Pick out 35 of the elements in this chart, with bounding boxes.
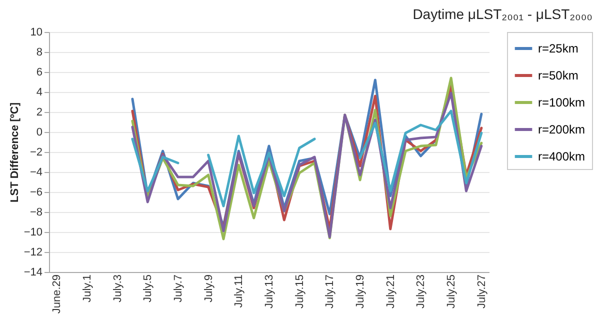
legend-label: r=25km: [538, 42, 578, 56]
y-tick-label: −10: [24, 226, 42, 238]
x-tick-label: July.5: [142, 274, 154, 302]
y-tick-label: −6: [30, 186, 42, 198]
y-tick-label: 6: [36, 66, 42, 78]
x-tick-label: July.7: [172, 274, 184, 302]
x-tick-label: July.21: [384, 274, 397, 309]
x-tick-label: June.29: [51, 274, 64, 314]
y-tick-label: 8: [36, 46, 42, 58]
y-tick-label: −4: [30, 166, 42, 178]
y-tick-label: 10: [30, 26, 42, 38]
x-tick-label: July.9: [202, 274, 215, 302]
y-tick-label: −2: [30, 146, 42, 158]
legend-label: r=400km: [538, 150, 586, 164]
legend-label: r=100km: [538, 96, 586, 110]
legend-label: r=50km: [538, 68, 578, 82]
y-tick-label: 0: [36, 126, 42, 138]
x-tick-label: July.1: [81, 274, 94, 302]
x-tick-label: July.13: [264, 274, 276, 309]
legend-label: r=200km: [538, 122, 586, 136]
y-tick-label: −8: [30, 206, 42, 218]
x-tick-label: July.19: [354, 274, 367, 309]
chart-title: Daytime μLST₂₀₀₁ - μLST₂₀₀₀: [412, 6, 593, 22]
x-tick-label: July.17: [324, 274, 336, 309]
x-tick-label: July.23: [415, 274, 428, 309]
x-tick-label: July.15: [294, 274, 306, 309]
x-tick-label: July.25: [446, 274, 458, 309]
y-tick-label: −12: [24, 246, 42, 258]
y-axis-title: LST Difference [ºC]: [8, 102, 21, 202]
y-tick-label: 4: [36, 86, 42, 98]
x-tick-label: July.27: [476, 274, 488, 309]
y-tick-label: −14: [24, 266, 42, 278]
y-tick-label: 2: [36, 106, 42, 118]
x-tick-label: July.3: [112, 274, 124, 302]
x-tick-label: July.11: [233, 274, 246, 308]
